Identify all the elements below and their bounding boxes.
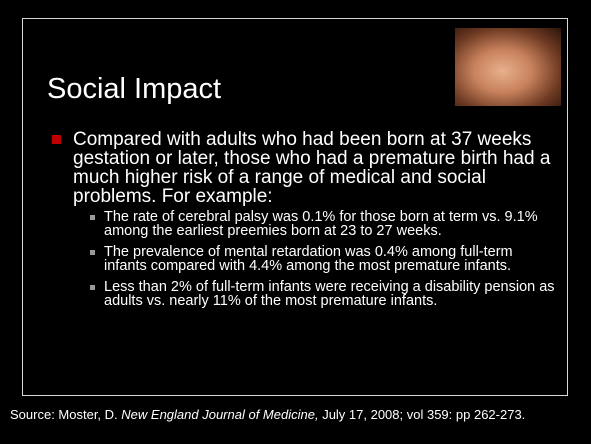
sub-bullet: The rate of cerebral palsy was 0.1% for … <box>90 210 559 238</box>
source-prefix: Source: Moster, D. <box>10 407 118 422</box>
sub-bullet-marker <box>90 285 95 290</box>
source-note: Source: Moster, D. New England Journal o… <box>10 407 585 423</box>
slide-title: Social Impact <box>47 73 222 105</box>
slide-frame <box>22 18 568 396</box>
sub-bullet: Less than 2% of full-term infants were r… <box>90 280 559 308</box>
sub-bullet-list: The rate of cerebral palsy was 0.1% for … <box>52 210 555 308</box>
sub-bullet-text: The prevalence of mental retardation was… <box>104 244 513 274</box>
sub-bullet-text: Less than 2% of full-term infants were r… <box>104 279 555 309</box>
source-suffix: July 17, 2008; vol 359: pp 262-273. <box>322 407 526 422</box>
sub-bullet-marker <box>90 250 95 255</box>
bullet-list: Compared with adults who had been born a… <box>52 130 555 315</box>
sub-bullet: The prevalence of mental retardation was… <box>90 245 559 273</box>
bullet-text: Compared with adults who had been born a… <box>73 129 551 207</box>
main-bullet: Compared with adults who had been born a… <box>52 130 552 206</box>
sub-bullet-marker <box>90 215 95 220</box>
source-journal: New England Journal of Medicine, <box>121 407 319 422</box>
bullet-marker <box>52 135 61 144</box>
sub-bullet-text: The rate of cerebral palsy was 0.1% for … <box>104 209 538 239</box>
baby-photo <box>455 28 561 106</box>
